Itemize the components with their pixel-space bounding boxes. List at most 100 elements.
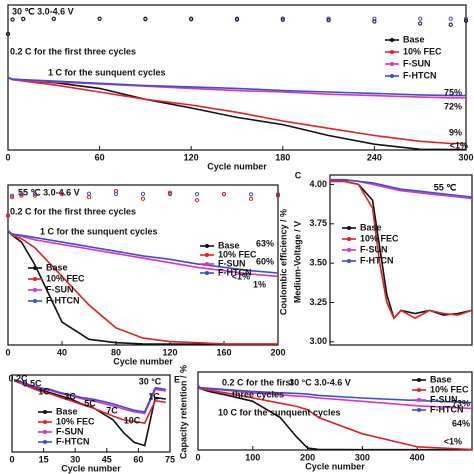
x-axis-label: Cycle number xyxy=(113,356,173,366)
x-tick-label: 200 xyxy=(300,452,315,462)
x-tick-label: 80 xyxy=(111,347,121,357)
ce-point xyxy=(234,17,240,22)
legend-marker xyxy=(205,244,209,248)
ce-point xyxy=(19,193,24,198)
legend-label: Base xyxy=(46,262,68,272)
ce-point xyxy=(167,190,173,195)
ce-point xyxy=(326,18,331,23)
series-line xyxy=(7,230,278,345)
legend-marker xyxy=(205,271,209,275)
ce-point xyxy=(140,196,146,201)
annotation: 1 C for the sunquent cycles xyxy=(40,226,158,236)
legend-label: F-SUN xyxy=(46,284,74,294)
legend-marker xyxy=(347,226,351,230)
annotation: 7C xyxy=(106,405,118,415)
legend-label: F-SUN xyxy=(56,426,84,436)
annotation: 72% xyxy=(444,101,462,111)
legend-marker xyxy=(43,410,47,414)
panel-title: 30 °C xyxy=(139,376,162,386)
ce-point xyxy=(32,191,38,196)
legend-label: F-HTCN xyxy=(56,436,90,446)
y2-axis-label: Coulombic efficiency / % xyxy=(278,209,288,315)
x-axis-label: Cycle number xyxy=(61,463,121,473)
ce-point xyxy=(167,191,173,197)
legend-label: 10% FEC xyxy=(56,416,95,426)
x-axis-label: Cycle number xyxy=(305,461,365,471)
y-axis-label: Medium-Voltage / V xyxy=(292,221,302,303)
x-tick-label: 0 xyxy=(5,152,10,162)
y-tick-label: 3.25 xyxy=(309,297,327,307)
annotation: 0.2 C for the first xyxy=(222,377,294,387)
series-line xyxy=(197,384,472,451)
x-tick-label: 100 xyxy=(245,452,260,462)
ce-point xyxy=(194,198,200,203)
legend-marker xyxy=(33,299,37,303)
annotation: 73% xyxy=(452,398,470,408)
annotation: 10C xyxy=(124,415,141,425)
x-tick-label: 400 xyxy=(410,452,425,462)
x-tick-label: 160 xyxy=(216,347,231,357)
ce-point xyxy=(448,16,453,21)
legend-label: F-HTCN xyxy=(360,255,394,265)
panel-title: 30 ℃ 3.0-4.6 V xyxy=(12,6,74,16)
ce-point xyxy=(463,16,469,21)
series-line xyxy=(330,178,473,198)
ce-point xyxy=(248,196,254,201)
legend-label: 10% FEC xyxy=(218,249,257,259)
plot-frame xyxy=(7,184,279,346)
ce-point xyxy=(113,188,119,194)
ce-point xyxy=(10,17,15,22)
y-tick-label: 3.75 xyxy=(309,218,327,228)
annotation: 0.2C xyxy=(8,373,28,383)
ce-point xyxy=(9,193,15,198)
legend-marker xyxy=(390,50,394,54)
legend-marker xyxy=(347,237,351,241)
legend-label: F-HTCN xyxy=(218,267,252,277)
y-tick-label: 4.00 xyxy=(309,179,327,189)
x-tick-label: 0 xyxy=(195,452,200,462)
legend-label: F-SUN xyxy=(218,258,246,268)
x-axis-label: Cycle number xyxy=(207,161,267,171)
annotation: 0.2 C for the first three cycles xyxy=(10,206,136,216)
series-line xyxy=(7,230,279,278)
x-tick-label: 40 xyxy=(57,347,67,357)
ce-point xyxy=(97,16,102,21)
ce-point xyxy=(21,16,26,22)
annotation: <1% xyxy=(444,436,462,446)
legend-marker xyxy=(205,253,209,257)
x-tick-label: 120 xyxy=(184,152,199,162)
series-line xyxy=(197,384,473,451)
annotation: 1% xyxy=(253,279,266,289)
x-tick-label: 0 xyxy=(5,347,10,357)
annotation: <1% xyxy=(450,140,468,150)
legend-label: 10% FEC xyxy=(360,233,399,243)
legend-marker xyxy=(205,262,209,266)
legend-label: Base xyxy=(360,222,382,232)
annotation: 64% xyxy=(452,418,470,428)
legend-marker xyxy=(33,266,37,270)
ce-point xyxy=(9,195,15,200)
ce-point xyxy=(86,191,92,196)
ce-point xyxy=(86,195,92,200)
legend-marker xyxy=(417,398,421,402)
panel-label: C xyxy=(295,170,302,180)
legend-marker xyxy=(390,38,394,42)
legend-label: F-HTCN xyxy=(46,295,80,305)
legend-marker xyxy=(33,277,37,281)
x-tick-label: 200 xyxy=(270,347,285,357)
legend-label: Base xyxy=(430,374,452,384)
legend-label: F-SUN xyxy=(360,244,388,254)
x-tick-label: 30 xyxy=(70,454,80,464)
annotation: 0.2 C for the first three cycles xyxy=(10,46,136,56)
series-line xyxy=(330,180,473,320)
series-line xyxy=(7,76,466,145)
ce-point xyxy=(280,17,285,22)
ce-point xyxy=(372,19,377,24)
legend-marker xyxy=(390,74,394,78)
x-tick-label: 60 xyxy=(95,152,105,162)
annotation: 60% xyxy=(256,256,274,266)
annotation: 1 C for the sunquent cycles xyxy=(48,67,166,77)
y-axis-label: Capacity retention / % xyxy=(178,365,188,459)
annotation: 1C xyxy=(148,391,160,401)
